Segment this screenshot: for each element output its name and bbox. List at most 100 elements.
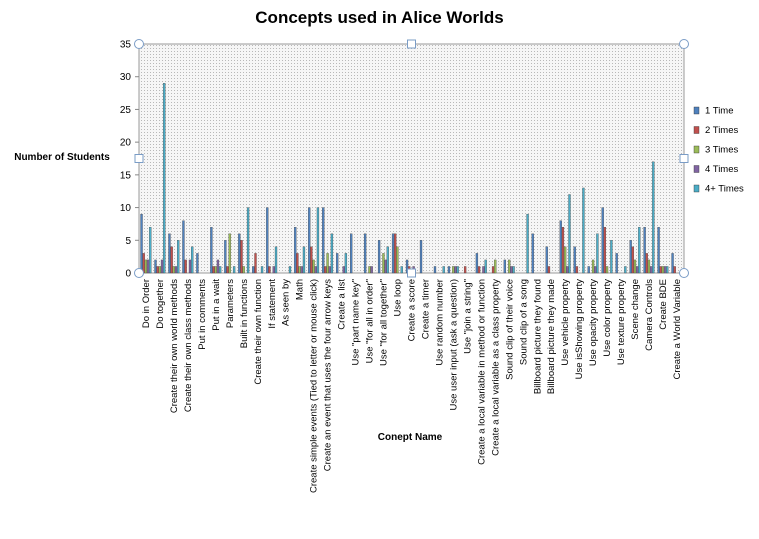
bar[interactable]: [328, 266, 331, 274]
bar[interactable]: [163, 83, 166, 274]
selection-handles[interactable]: [134, 39, 689, 278]
bar[interactable]: [526, 213, 529, 274]
bar[interactable]: [452, 266, 455, 274]
resize-handle-corner[interactable]: [679, 39, 689, 49]
bar[interactable]: [610, 240, 613, 274]
bar[interactable]: [196, 253, 199, 274]
bar[interactable]: [146, 259, 150, 274]
bar[interactable]: [636, 266, 639, 274]
bar[interactable]: [573, 246, 576, 274]
resize-handle-corner[interactable]: [134, 268, 144, 278]
bar[interactable]: [184, 259, 187, 274]
bar[interactable]: [212, 266, 215, 274]
bar[interactable]: [140, 213, 143, 274]
bar[interactable]: [294, 227, 297, 274]
bar[interactable]: [561, 227, 565, 274]
bar[interactable]: [666, 266, 669, 274]
resize-handle-side[interactable]: [134, 154, 144, 163]
resize-handle-side[interactable]: [679, 154, 689, 163]
bar[interactable]: [512, 266, 515, 274]
bar[interactable]: [545, 246, 548, 274]
bar[interactable]: [252, 266, 255, 274]
bar[interactable]: [368, 266, 371, 274]
bar[interactable]: [160, 259, 164, 274]
bar[interactable]: [182, 220, 185, 274]
bar[interactable]: [308, 207, 311, 274]
bar[interactable]: [272, 266, 275, 274]
bar[interactable]: [394, 233, 397, 274]
bar[interactable]: [322, 207, 325, 274]
bar[interactable]: [652, 161, 655, 274]
bar[interactable]: [370, 266, 373, 274]
bar[interactable]: [214, 266, 217, 274]
bar[interactable]: [238, 233, 241, 274]
bar[interactable]: [563, 246, 567, 274]
bar[interactable]: [326, 253, 329, 274]
bar[interactable]: [661, 266, 665, 274]
bar[interactable]: [177, 240, 180, 274]
bar[interactable]: [659, 266, 662, 274]
bar[interactable]: [298, 266, 301, 274]
bar[interactable]: [228, 233, 231, 274]
resize-handle-corner[interactable]: [134, 39, 144, 49]
bar[interactable]: [246, 207, 250, 274]
bar[interactable]: [631, 246, 634, 274]
bar[interactable]: [671, 253, 674, 274]
bar[interactable]: [400, 266, 403, 274]
bar[interactable]: [158, 266, 162, 274]
bar[interactable]: [463, 266, 467, 274]
bar[interactable]: [240, 240, 243, 274]
bar[interactable]: [218, 266, 222, 274]
bar[interactable]: [673, 266, 676, 274]
bar[interactable]: [624, 266, 627, 274]
bar[interactable]: [587, 266, 590, 274]
bar[interactable]: [377, 240, 381, 274]
bar[interactable]: [433, 266, 437, 274]
bar[interactable]: [508, 259, 511, 274]
bar[interactable]: [242, 266, 245, 274]
bar[interactable]: [154, 259, 157, 274]
bar[interactable]: [210, 227, 213, 274]
bar[interactable]: [191, 246, 194, 274]
bar[interactable]: [601, 207, 604, 274]
bar[interactable]: [633, 259, 637, 274]
bar[interactable]: [344, 253, 348, 274]
bar[interactable]: [144, 259, 148, 274]
bar[interactable]: [568, 194, 571, 274]
bar[interactable]: [330, 233, 334, 274]
bar[interactable]: [232, 266, 236, 274]
bar[interactable]: [266, 207, 269, 274]
bar[interactable]: [156, 266, 159, 274]
bar[interactable]: [168, 233, 171, 274]
bar[interactable]: [647, 259, 651, 274]
bar[interactable]: [312, 259, 315, 274]
bar[interactable]: [316, 207, 320, 274]
bar[interactable]: [188, 259, 192, 274]
bar[interactable]: [594, 266, 597, 274]
bar[interactable]: [350, 233, 353, 274]
bar[interactable]: [629, 240, 632, 274]
bar[interactable]: [605, 266, 609, 274]
bar[interactable]: [386, 246, 389, 274]
bar[interactable]: [603, 227, 607, 274]
bar[interactable]: [274, 246, 278, 274]
bar[interactable]: [494, 259, 497, 274]
bar[interactable]: [391, 233, 395, 274]
bar[interactable]: [174, 266, 178, 274]
bar[interactable]: [477, 266, 481, 274]
bar[interactable]: [638, 227, 641, 274]
bar[interactable]: [288, 266, 292, 274]
bar[interactable]: [302, 246, 306, 274]
bar[interactable]: [396, 246, 399, 274]
bar[interactable]: [475, 253, 479, 274]
bar[interactable]: [336, 253, 339, 274]
bar[interactable]: [447, 266, 451, 274]
bar[interactable]: [484, 259, 487, 274]
bar[interactable]: [314, 266, 317, 274]
bar[interactable]: [657, 227, 660, 274]
bar[interactable]: [310, 246, 313, 274]
bar[interactable]: [596, 233, 599, 274]
bar[interactable]: [575, 266, 579, 274]
resize-handle-side[interactable]: [407, 39, 416, 49]
bar[interactable]: [260, 266, 264, 274]
